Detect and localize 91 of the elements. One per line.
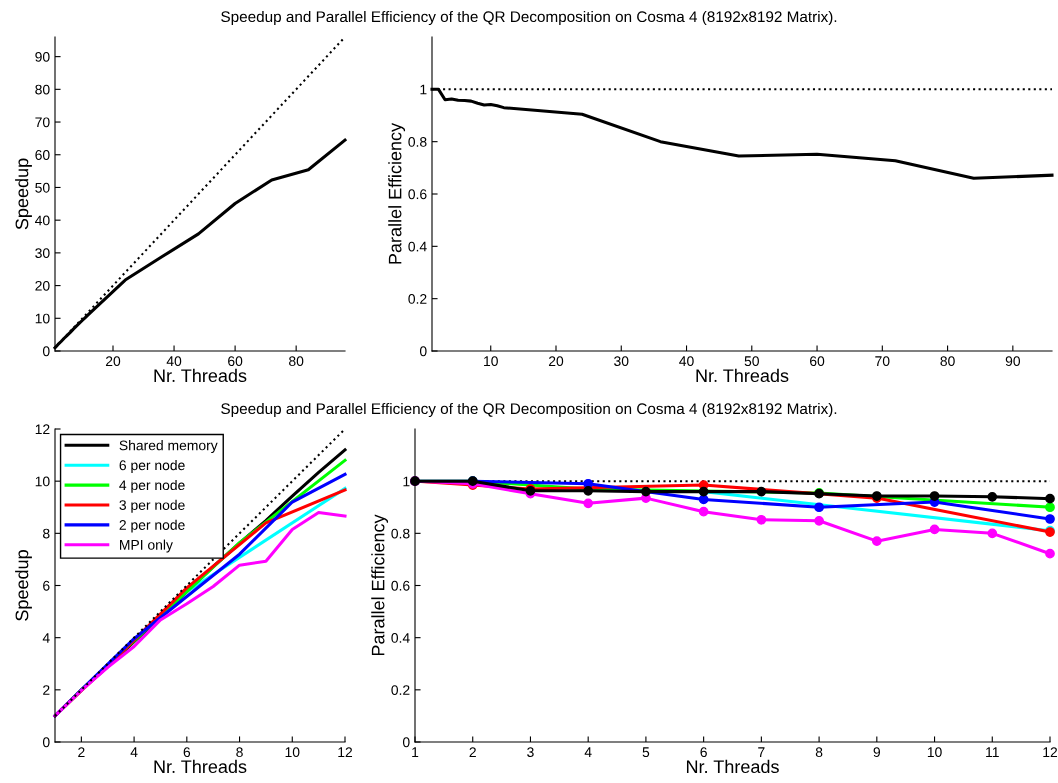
y-tick-label: 30 [35,248,50,259]
y-axis-title: Parallel Efficiency [388,122,406,264]
x-tick-label: 80 [289,356,304,367]
y-tick-label: 12 [35,424,50,435]
point [929,491,940,501]
y-tick-label: 10 [35,313,50,324]
point [1045,514,1055,524]
y-tick-label: 0 [419,346,427,357]
y-tick-label: 80 [35,84,50,95]
y-tick-label: 1 [403,476,410,487]
y-tick-label: 6 [43,580,50,591]
y-tick-label: 1 [420,84,427,95]
x-tick-label: 11 [986,747,999,757]
x-tick-label: 10 [285,747,300,758]
point [756,486,767,497]
y-tick-label: 4 [42,633,50,643]
x-tick-label: 80 [940,356,955,367]
x-tick-label: 6 [700,747,707,758]
y-tick-label: 0.2 [408,294,427,304]
y-tick-label: 0 [42,346,50,357]
y-tick-label: 0.4 [391,633,410,643]
point [871,536,882,547]
point [814,515,824,526]
y-tick-label: 20 [35,280,50,291]
y-tick-label: 0 [42,737,50,748]
y-tick-label: 0 [402,737,410,748]
x-tick-label: 4 [130,747,138,757]
legend-label: 3 per node [119,499,185,513]
x-tick-label: 40 [166,356,182,367]
y-tick-label: 70 [35,117,50,128]
y-tick-label: 0.8 [391,528,410,539]
y-tick-label: 0.2 [391,685,410,695]
point [698,506,709,517]
x-tick-label: 9 [873,747,881,758]
x-tick-label: 5 [642,747,650,758]
y-axis-title: Parallel Efficiency [371,514,389,656]
x-tick-label: 7 [758,747,765,757]
x-tick-label: 3 [527,747,534,758]
x-tick-label: 60 [810,356,825,367]
y-tick-label: 0.6 [391,580,410,591]
point [583,498,594,509]
legend-label: 2 per node [119,519,185,533]
y-tick-label: 90 [35,51,50,62]
x-tick-label: 70 [875,356,890,367]
x-tick-label: 2 [78,747,85,757]
x-tick-label: 50 [744,356,759,367]
y-tick-label: 60 [35,150,50,160]
y-tick-label: 0.6 [408,189,427,200]
x-axis-title: Nr. Threads [154,368,247,383]
x-tick-label: 90 [1005,356,1021,367]
x-axis-title: Nr. Threads [686,759,779,774]
y-tick-label: 0.4 [408,241,427,252]
x-axis-title: Nr. Threads [154,759,247,774]
y-axis-title: Speedup [15,158,32,230]
point [814,502,824,513]
x-tick-label: 6 [183,747,191,758]
x-tick-label: 30 [614,356,629,367]
x-tick-label: 8 [236,747,243,758]
point [929,524,940,535]
x-tick-label: 8 [815,747,823,758]
y-tick-label: 2 [43,685,50,695]
x-tick-label: 40 [679,356,694,367]
x-tick-label: 12 [1043,747,1058,757]
point [756,514,767,525]
x-tick-label: 12 [338,747,353,757]
text: Speedup and Parallel Efficiency of the QR Decomposition on Cosma 4 (8192x8192 Matrix). [221,10,837,26]
legend-label: 4 per node [119,479,185,493]
x-axis-title: Nr. Threads [696,368,789,383]
y-tick-label: 40 [35,215,50,226]
point [641,486,651,497]
text: Speedup and Parallel Efficiency of the QR Decomposition on Cosma 4 (8192x8192 Matrix). [221,402,837,418]
legend-label: 6 per node [119,460,185,473]
x-tick-label: 10 [927,747,942,758]
y-tick-label: 0.8 [408,137,427,147]
x-tick-label: 10 [484,356,498,367]
x-tick-label: 20 [105,356,121,367]
point [1045,493,1055,504]
y-axis-title: Speedup [15,550,32,621]
point [987,528,998,539]
y-tick-label: 8 [43,528,50,539]
point [1045,548,1055,559]
y-tick-label: 50 [35,182,50,193]
point [987,491,998,502]
point [1045,502,1055,513]
x-tick-label: 2 [469,747,476,757]
x-tick-label: 20 [548,356,564,367]
y-tick-label: 10 [35,476,50,487]
x-tick-label: 4 [584,747,592,757]
legend-label: Shared memory [119,440,218,454]
legend-label: MPI only [120,539,173,553]
x-tick-label: 60 [228,356,243,367]
